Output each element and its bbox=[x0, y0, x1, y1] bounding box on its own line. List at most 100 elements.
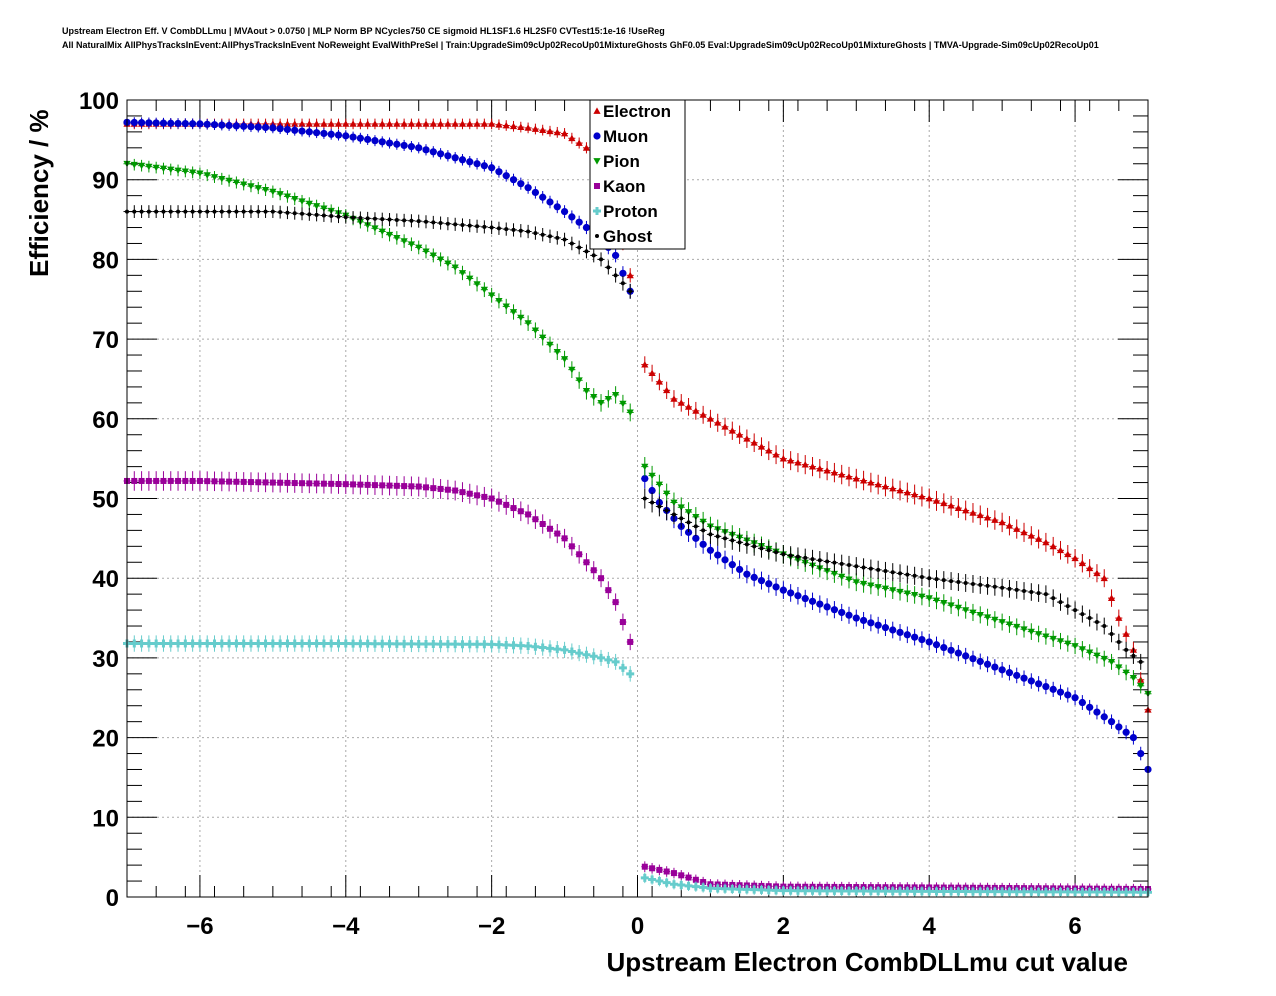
data-point bbox=[714, 551, 722, 559]
data-point bbox=[1022, 588, 1027, 593]
data-point bbox=[679, 516, 684, 521]
data-point bbox=[300, 211, 305, 216]
data-point bbox=[240, 122, 248, 130]
data-point bbox=[393, 482, 400, 489]
data-point bbox=[764, 886, 773, 895]
data-point bbox=[896, 887, 905, 896]
data-point bbox=[648, 472, 656, 480]
data-point bbox=[203, 120, 211, 128]
data-point bbox=[575, 377, 583, 384]
data-point bbox=[918, 635, 926, 644]
data-point bbox=[670, 870, 677, 877]
data-point bbox=[445, 221, 450, 226]
data-point bbox=[174, 639, 183, 648]
data-point bbox=[560, 356, 569, 363]
data-point bbox=[925, 887, 934, 896]
data-point bbox=[270, 209, 275, 214]
data-point bbox=[232, 639, 241, 648]
data-point bbox=[153, 477, 160, 484]
data-point bbox=[393, 235, 401, 242]
data-point bbox=[969, 609, 977, 617]
data-point bbox=[553, 348, 561, 356]
data-point bbox=[619, 619, 626, 626]
data-point bbox=[1131, 653, 1136, 658]
data-point bbox=[502, 303, 510, 311]
data-point bbox=[458, 156, 467, 164]
data-point bbox=[561, 535, 568, 542]
data-point bbox=[430, 485, 437, 492]
data-point bbox=[1014, 587, 1019, 592]
data-point bbox=[320, 120, 328, 127]
data-point bbox=[859, 580, 868, 588]
data-point bbox=[387, 217, 392, 222]
data-point bbox=[211, 478, 218, 485]
data-point bbox=[241, 209, 246, 214]
legend: Electron Muon Pion Kaon Proton Ghost bbox=[589, 99, 686, 250]
data-point bbox=[291, 126, 299, 134]
data-point bbox=[648, 486, 656, 495]
series-muon bbox=[123, 117, 1152, 777]
data-point bbox=[415, 244, 423, 252]
data-point bbox=[990, 887, 999, 896]
y-tick-label: 20 bbox=[92, 726, 119, 753]
data-point bbox=[415, 120, 423, 127]
data-point bbox=[991, 516, 999, 523]
data-point bbox=[1027, 628, 1035, 636]
chart-title-line-2: All NaturalMix AllPhysTracksInEvent:AllP… bbox=[62, 40, 1099, 50]
data-point bbox=[146, 209, 151, 214]
data-point bbox=[1093, 652, 1101, 660]
data-point bbox=[1013, 525, 1021, 532]
series-ghost bbox=[123, 205, 1145, 670]
data-point bbox=[246, 639, 255, 648]
data-point bbox=[327, 130, 335, 138]
data-point bbox=[480, 640, 489, 649]
data-point bbox=[495, 498, 502, 505]
data-point bbox=[218, 175, 226, 183]
data-point bbox=[204, 478, 211, 485]
data-point bbox=[495, 168, 503, 176]
data-point bbox=[606, 265, 611, 270]
data-point bbox=[779, 586, 787, 594]
data-point bbox=[481, 493, 488, 500]
data-point bbox=[524, 124, 532, 131]
data-point bbox=[349, 639, 358, 648]
data-point bbox=[137, 639, 146, 648]
data-point bbox=[553, 128, 561, 136]
data-point bbox=[728, 561, 736, 569]
data-point bbox=[932, 641, 941, 649]
data-point bbox=[889, 587, 897, 594]
data-point bbox=[402, 218, 407, 223]
data-point bbox=[1093, 708, 1101, 716]
data-point bbox=[562, 237, 567, 242]
data-point bbox=[219, 209, 224, 214]
data-point bbox=[1035, 631, 1043, 638]
data-point bbox=[903, 488, 911, 496]
data-point bbox=[1056, 688, 1065, 696]
data-point bbox=[883, 569, 888, 574]
data-point bbox=[823, 603, 831, 611]
data-point bbox=[889, 484, 897, 492]
data-point bbox=[670, 395, 678, 402]
data-point bbox=[1034, 887, 1043, 896]
data-point bbox=[1012, 887, 1021, 896]
legend-marker-proton bbox=[593, 207, 601, 215]
data-point bbox=[881, 887, 890, 896]
data-point bbox=[210, 639, 219, 648]
data-point bbox=[932, 497, 941, 504]
data-point bbox=[991, 616, 999, 624]
data-point bbox=[458, 120, 467, 127]
data-point bbox=[371, 482, 378, 489]
data-point bbox=[197, 209, 202, 214]
data-point bbox=[1063, 887, 1072, 896]
data-point bbox=[313, 129, 321, 137]
data-point bbox=[934, 577, 939, 582]
data-point bbox=[991, 663, 999, 671]
data-point bbox=[1027, 532, 1035, 539]
data-point bbox=[962, 652, 970, 660]
data-point bbox=[664, 508, 669, 513]
y-tick-label: 0 bbox=[106, 885, 119, 912]
data-point bbox=[910, 887, 919, 896]
data-point bbox=[1107, 659, 1116, 666]
data-point bbox=[582, 144, 591, 151]
